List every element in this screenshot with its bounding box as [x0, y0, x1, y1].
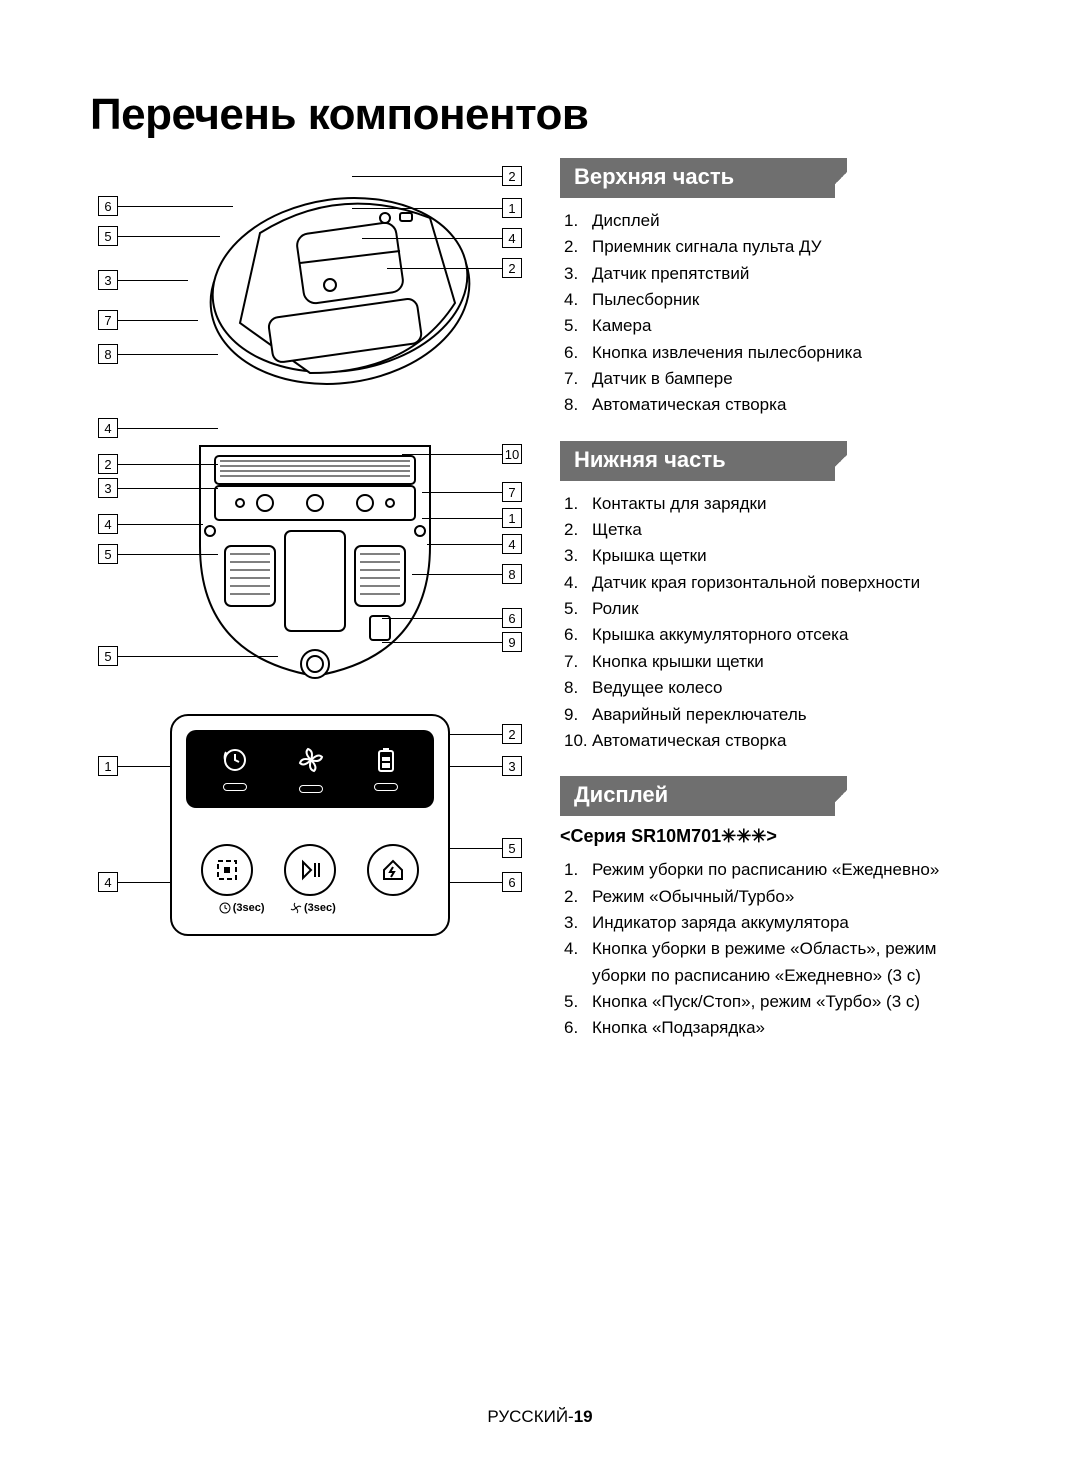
section-header: Дисплей — [560, 776, 835, 816]
list-item: 6.Кнопка «Подзарядка» — [564, 1015, 990, 1041]
list-item: 10.Автоматическая створка — [564, 728, 990, 754]
callout-label: 4 — [98, 872, 118, 892]
callout-label: 8 — [98, 344, 118, 364]
play-pause-button[interactable] — [284, 844, 336, 896]
top-part-list: 1.Дисплей2.Приемник сигнала пульта ДУ3.Д… — [560, 208, 990, 419]
battery-icon — [375, 747, 397, 773]
list-item: 4.Пылесборник — [564, 287, 990, 313]
callout-label: 10 — [502, 444, 522, 464]
diagram-top-view: 6 5 3 7 8 2 1 4 2 — [90, 158, 530, 388]
display-screen — [186, 730, 434, 808]
list-item: 1.Дисплей — [564, 208, 990, 234]
list-item: 5.Кнопка «Пуск/Стоп», режим «Турбо» (3 с… — [564, 989, 990, 1015]
callout-label: 3 — [98, 478, 118, 498]
bottom-part-list: 1.Контакты для зарядки2.Щетка3.Крышка ще… — [560, 491, 990, 754]
callout-label: 5 — [98, 226, 118, 246]
section-header: Верхняя часть — [560, 158, 835, 198]
callout-label: 7 — [98, 310, 118, 330]
display-list: 1.Режим уборки по расписанию «Ежедневно»… — [560, 857, 990, 1041]
list-item: 1.Контакты для зарядки — [564, 491, 990, 517]
callout-label: 5 — [98, 646, 118, 666]
callout-label: 8 — [502, 564, 522, 584]
callout-label: 1 — [502, 508, 522, 528]
callout-label: 2 — [502, 258, 522, 278]
callout-label: 2 — [502, 166, 522, 186]
list-item: 2.Приемник сигнала пульта ДУ — [564, 234, 990, 260]
display-subheading: <Серия SR10M701✳✳✳> — [560, 826, 990, 847]
page-title: Перечень компонентов — [90, 90, 990, 140]
callout-label: 1 — [502, 198, 522, 218]
callout-label: 6 — [502, 608, 522, 628]
diagram-display-panel: 1 4 2 3 5 6 — [90, 714, 530, 954]
callout-label: 7 — [502, 482, 522, 502]
list-item: 3.Индикатор заряда аккумулятора — [564, 910, 990, 936]
section-bottom-part: Нижняя часть 1.Контакты для зарядки2.Щет… — [560, 441, 990, 754]
list-item: 2.Режим «Обычный/Турбо» — [564, 884, 990, 910]
list-item: 6.Крышка аккумуляторного отсека — [564, 622, 990, 648]
callout-label: 4 — [98, 514, 118, 534]
list-item: 2.Щетка — [564, 517, 990, 543]
callout-label: 6 — [502, 872, 522, 892]
list-item: 4.Кнопка уборки в режиме «Область», режи… — [564, 936, 990, 989]
spot-button[interactable] — [201, 844, 253, 896]
callout-label: 4 — [98, 418, 118, 438]
list-item: 4.Датчик края горизонтальной поверхности — [564, 570, 990, 596]
sub-label-clock: (3sec) — [219, 902, 265, 914]
callout-label: 1 — [98, 756, 118, 776]
diagram-bottom-view: 4 2 3 4 5 5 10 7 1 4 8 6 9 — [90, 416, 530, 686]
sub-label-fan: (3sec) — [290, 902, 336, 914]
section-top-part: Верхняя часть 1.Дисплей2.Приемник сигнал… — [560, 158, 990, 419]
callout-label: 6 — [98, 196, 118, 216]
page-footer: РУССКИЙ-19 — [0, 1407, 1080, 1427]
list-item: 5.Камера — [564, 313, 990, 339]
list-item: 1.Режим уборки по расписанию «Ежедневно» — [564, 857, 990, 883]
callout-label: 5 — [98, 544, 118, 564]
callout-label: 2 — [502, 724, 522, 744]
list-item: 9.Аварийный переключатель — [564, 702, 990, 728]
list-item: 8.Ведущее колесо — [564, 675, 990, 701]
list-item: 3.Крышка щетки — [564, 543, 990, 569]
callout-label: 9 — [502, 632, 522, 652]
fan-icon — [296, 745, 326, 775]
callout-label: 3 — [98, 270, 118, 290]
list-item: 7.Кнопка крышки щетки — [564, 649, 990, 675]
list-item: 6.Кнопка извлечения пылесборника — [564, 340, 990, 366]
list-item: 7.Датчик в бампере — [564, 366, 990, 392]
callout-label: 4 — [502, 228, 522, 248]
list-item: 8.Автоматическая створка — [564, 392, 990, 418]
callout-label: 4 — [502, 534, 522, 554]
list-item: 5.Ролик — [564, 596, 990, 622]
recharge-button[interactable] — [367, 844, 419, 896]
clock-icon — [222, 747, 248, 773]
section-display: Дисплей <Серия SR10M701✳✳✳> 1.Режим убор… — [560, 776, 990, 1041]
callout-label: 5 — [502, 838, 522, 858]
bottom-view-drawing — [90, 416, 530, 686]
section-header: Нижняя часть — [560, 441, 835, 481]
callout-label: 3 — [502, 756, 522, 776]
list-item: 3.Датчик препятствий — [564, 261, 990, 287]
callout-label: 2 — [98, 454, 118, 474]
